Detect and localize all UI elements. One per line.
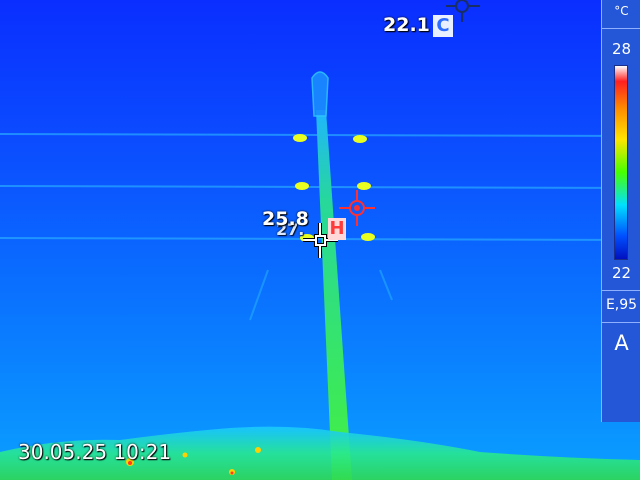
spot-temperature-shadow: 27. [276, 220, 305, 239]
range-mode-indicator[interactable]: A [614, 331, 629, 355]
emissivity-value[interactable]: E,95 [605, 297, 638, 313]
crosshair-spot-icon [303, 223, 338, 258]
datetime-stamp: 30.05.25 10:21 [18, 440, 172, 464]
spot-temperature: 25.8 [262, 208, 309, 230]
scale-min-value: 22 [611, 264, 632, 282]
cold-spot-tag: C [433, 15, 453, 37]
crosshair-cold-icon [446, 0, 480, 22]
crosshair-hot-icon [339, 190, 375, 226]
utility-pole [316, 110, 352, 480]
cold-spot-temperature: 22.1 [383, 14, 430, 36]
hot-spot-tag: H [328, 218, 346, 240]
divider [602, 28, 640, 29]
divider [602, 322, 640, 323]
scale-max-value: 28 [611, 40, 632, 58]
ground-vegetation [0, 426, 640, 480]
color-scale-bar [614, 65, 628, 260]
divider [602, 290, 640, 291]
temperature-unit: °C [614, 4, 629, 18]
